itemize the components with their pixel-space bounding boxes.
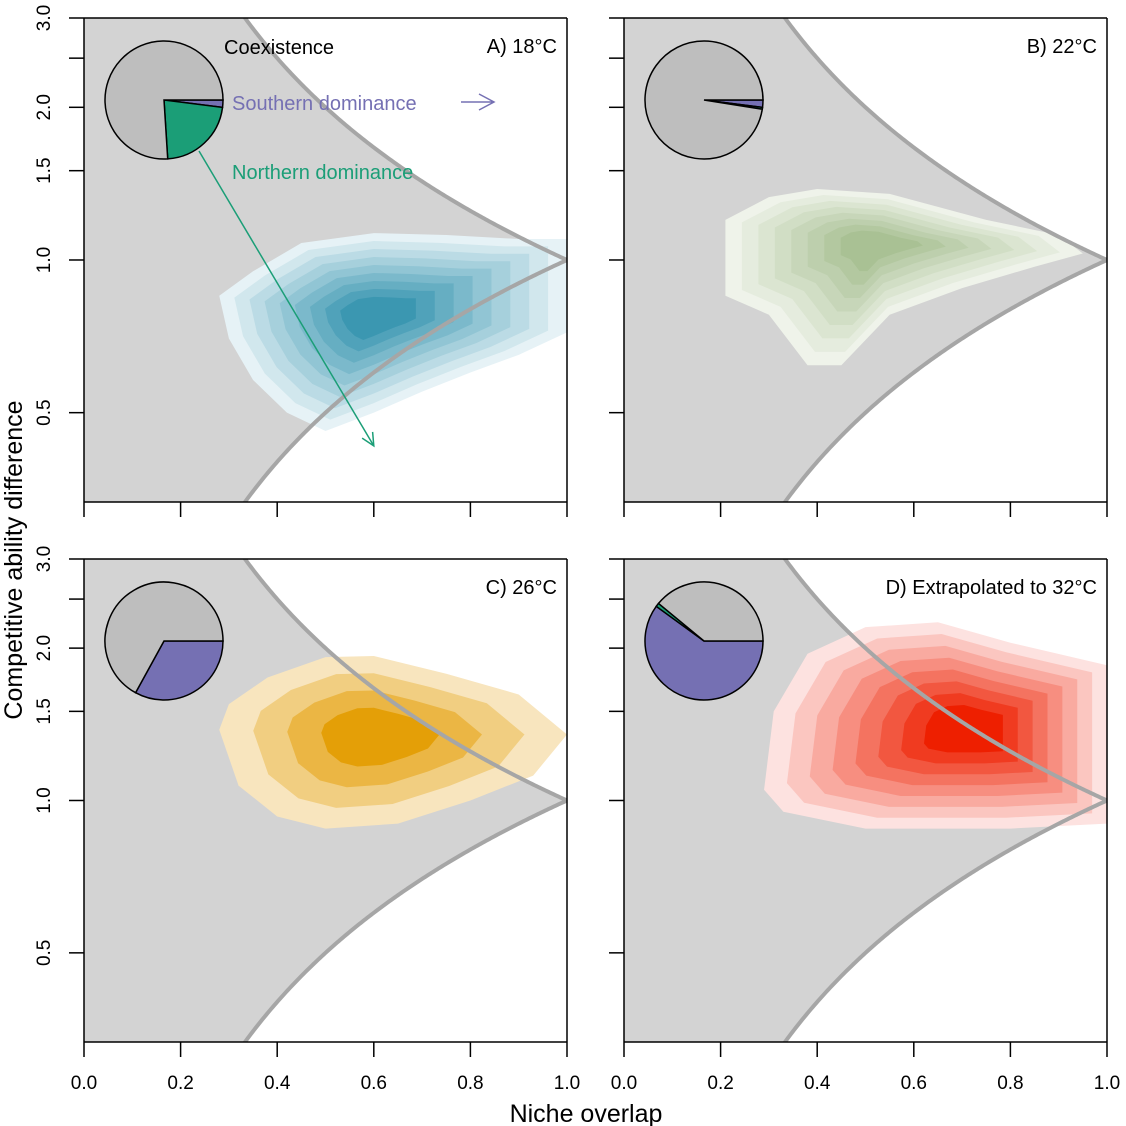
northern-arrow-line — [198, 150, 375, 447]
density-level — [321, 707, 440, 767]
y-tick-label: 3.0 — [34, 546, 55, 572]
x-tick-label: 0.0 — [611, 1073, 637, 1094]
x-axis-title: Niche overlap — [510, 1100, 663, 1126]
upper-boundary-line — [242, 559, 567, 803]
lower-boundary-line — [782, 798, 1107, 1042]
panel-title: A) 18°C — [487, 36, 557, 58]
y-tick-label: 1.0 — [34, 787, 55, 813]
lower-boundary-line — [242, 798, 567, 1042]
lower-boundary-line — [782, 258, 1107, 502]
y-tick-label: 2.0 — [34, 635, 55, 661]
x-tick-label: 0.8 — [457, 1073, 483, 1094]
x-tick-label: 0.8 — [997, 1073, 1023, 1094]
pie-slice-southern — [644, 605, 764, 701]
panel-a: 0.5 1.0 1.5 2.0 3.0 A) 18°C Coexistence Souther… — [34, 5, 568, 517]
panel-title: C) 26°C — [486, 577, 557, 599]
panel-b: B) 22°C — [609, 17, 1108, 517]
x-tick-label: 0.2 — [707, 1073, 733, 1094]
density-level — [340, 296, 416, 341]
x-tick-label: 0.6 — [901, 1073, 927, 1094]
x-tick-label: 0.0 — [71, 1073, 97, 1094]
y-axis-title: Competitive ability difference — [0, 400, 28, 719]
plot-frame — [624, 17, 1108, 503]
x-tick-label: 1.0 — [1094, 1073, 1120, 1094]
density-level — [840, 230, 923, 272]
x-tick-label: 1.0 — [554, 1073, 580, 1094]
upper-boundary-line — [782, 18, 1107, 262]
density-level — [923, 704, 1003, 753]
pie-slice-southern — [134, 640, 224, 701]
y-tick-label: 2.0 — [34, 94, 55, 120]
pie-slice-coexistence — [644, 40, 764, 160]
pie-slice-coexistence — [104, 581, 224, 694]
pie-slice-northern — [163, 99, 224, 160]
pie-slice-coexistence — [104, 40, 224, 160]
panel-title: D) Extrapolated to 32°C — [886, 577, 1097, 599]
lower-boundary-line — [242, 258, 567, 502]
y-tick-label: 0.5 — [34, 940, 55, 966]
plot-frame — [624, 558, 1108, 1043]
northern-dominance-label: Northern dominance — [232, 162, 413, 184]
y-tick-label: 1.5 — [34, 157, 55, 183]
coexistence-label: Coexistence — [224, 37, 334, 59]
southern-dominance-label: Southern dominance — [232, 93, 417, 115]
upper-boundary-line — [782, 559, 1107, 803]
y-tick-label: 1.0 — [34, 247, 55, 273]
x-tick-label: 0.4 — [264, 1073, 291, 1094]
panel-title: B) 22°C — [1027, 36, 1097, 58]
panel-d: 0.0 0.2 0.4 0.6 0.8 1.0 D) Extrapolated to 32°… — [609, 558, 1120, 1094]
plot-area — [624, 559, 1107, 1042]
x-tick-label: 0.4 — [804, 1073, 831, 1094]
upper-boundary-line — [242, 18, 567, 262]
x-tick-label: 0.6 — [361, 1073, 387, 1094]
northern-arrowhead-icon — [361, 431, 375, 448]
southern-arrow-icon — [461, 93, 496, 111]
plot-frame — [84, 558, 568, 1043]
y-tick-label: 1.5 — [34, 698, 55, 724]
pie-slice-coexistence — [657, 581, 764, 642]
panel-c: 0.0 0.2 0.4 0.6 0.8 1.0 0.5 1.0 1.5 2.0 3.0 C) 26°C — [34, 546, 580, 1094]
y-tick-label: 0.5 — [34, 399, 55, 425]
y-tick-label: 3.0 — [34, 5, 55, 31]
plot-frame — [84, 17, 568, 503]
x-tick-label: 0.2 — [167, 1073, 193, 1094]
